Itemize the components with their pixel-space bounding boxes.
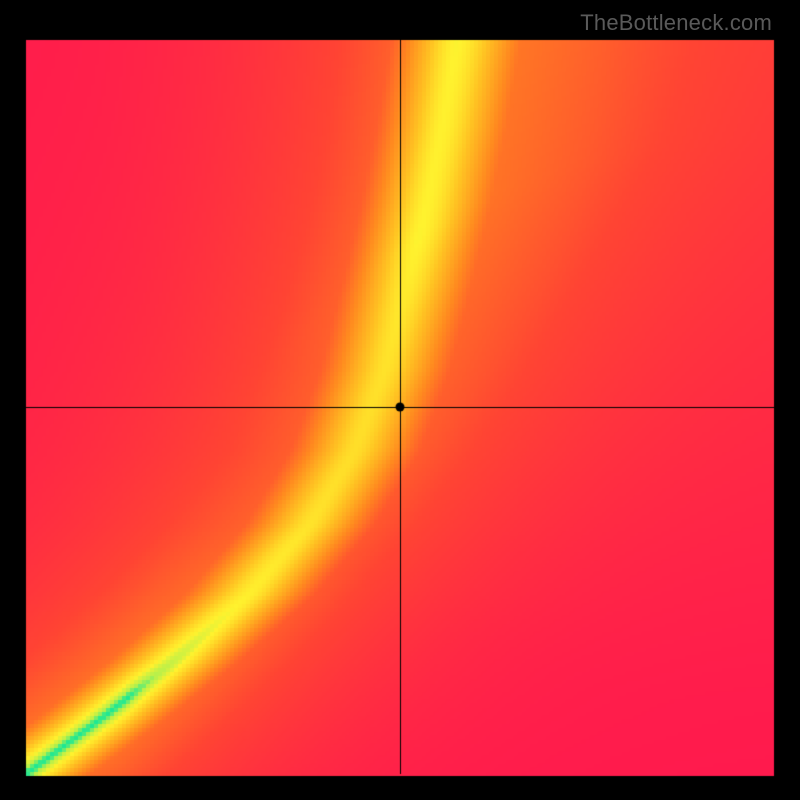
chart-container: TheBottleneck.com (0, 0, 800, 800)
watermark-text: TheBottleneck.com (580, 10, 772, 36)
heatmap-canvas (0, 0, 800, 800)
